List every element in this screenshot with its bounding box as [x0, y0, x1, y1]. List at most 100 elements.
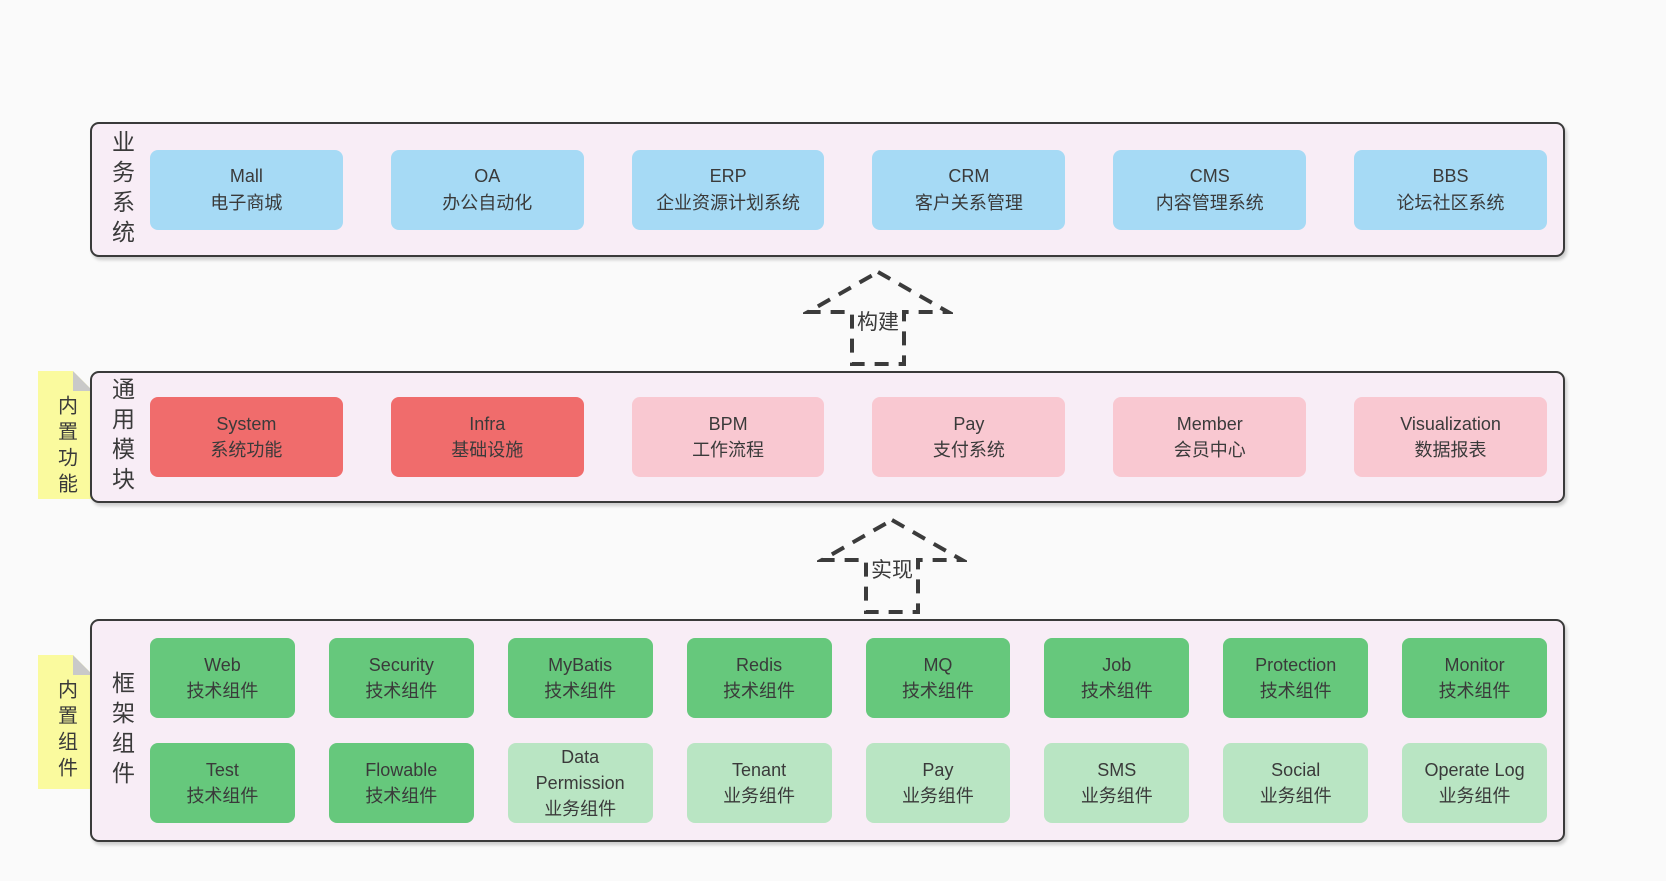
box-title: SMS: [1097, 759, 1137, 780]
section-common-modules: 通用模块 System 系统功能 Infra 基础设施 BPM 工作流程 Pay…: [90, 371, 1565, 503]
box-mybatis: MyBatis 技术组件: [507, 638, 653, 718]
box-security: Security 技术组件: [328, 638, 474, 718]
box-operate-log: Operate Log 业务组件: [1402, 743, 1547, 823]
arrow-label: 构建: [857, 311, 899, 334]
arrow-up-dashed-icon: 构建: [803, 269, 953, 366]
box-subtitle: 办公自动化: [442, 192, 533, 213]
box-subtitle: 业务组件: [1080, 786, 1153, 806]
section-title: 框架组件: [108, 670, 135, 791]
box-infra: Infra 基础设施: [390, 397, 584, 477]
box-title: Protection: [1255, 654, 1337, 675]
box-title: Redis: [736, 654, 783, 675]
box-title: Pay: [953, 413, 985, 434]
box-bpm: BPM 工作流程: [631, 397, 825, 477]
box-title: CRM: [948, 166, 990, 187]
section-business-systems: 业务系统 Mall 电子商城 OA 办公自动化 ERP 企业资源计划系统 CRM…: [90, 122, 1565, 257]
box-web: Web 技术组件: [150, 638, 295, 718]
box-subtitle: 技术组件: [544, 681, 617, 701]
box-subtitle: 客户关系管理: [914, 192, 1023, 213]
box-title: Member: [1176, 413, 1243, 434]
box-data-permission: Data Permission 业务组件: [507, 743, 653, 823]
section-framework-components: 框架组件 Web 技术组件 Security 技术组件 MyBatis 技术组件…: [90, 619, 1565, 842]
box-erp: ERP 企业资源计划系统: [631, 149, 825, 230]
box-oa: OA 办公自动化: [390, 149, 584, 230]
box-row: Test 技术组件 Flowable 技术组件 Data Permission …: [150, 743, 1547, 823]
box-subtitle: 内容管理系统: [1155, 192, 1264, 213]
box-crm: CRM 客户关系管理: [872, 149, 1066, 230]
section-content: Mall 电子商城 OA 办公自动化 ERP 企业资源计划系统 CRM 客户关系…: [150, 124, 1563, 255]
box-title: Operate Log: [1424, 759, 1525, 780]
box-subtitle: 业务组件: [901, 786, 974, 806]
box-pay: Pay 支付系统: [872, 397, 1066, 477]
box-system: System 系统功能: [150, 397, 343, 477]
arrow-up-dashed-icon: 实现: [817, 517, 967, 614]
box-row: System 系统功能 Infra 基础设施 BPM 工作流程 Pay 支付系统…: [150, 397, 1547, 477]
box-subtitle: 技术组件: [186, 786, 259, 806]
section-content: Web 技术组件 Security 技术组件 MyBatis 技术组件 Redi…: [150, 621, 1563, 840]
sticky-text: 内置功能: [54, 395, 77, 499]
box-subtitle: 系统功能: [210, 440, 283, 460]
box-title: MyBatis: [548, 654, 613, 675]
box-row: Web 技术组件 Security 技术组件 MyBatis 技术组件 Redi…: [150, 638, 1547, 718]
box-mall: Mall 电子商城: [150, 149, 343, 230]
box-row: Mall 电子商城 OA 办公自动化 ERP 企业资源计划系统 CRM 客户关系…: [150, 149, 1547, 230]
box-social: Social 业务组件: [1223, 743, 1369, 823]
box-title: Test: [205, 759, 239, 780]
box-subtitle: 会员中心: [1173, 440, 1246, 460]
box-mq: MQ 技术组件: [865, 638, 1011, 718]
box-title: Data Permission: [535, 746, 625, 793]
box-title: Infra: [469, 413, 506, 434]
box-monitor: Monitor 技术组件: [1402, 638, 1547, 718]
section-label-business: 业务系统: [92, 124, 150, 255]
box-subtitle: 电子商城: [210, 192, 283, 213]
box-sms: SMS 业务组件: [1044, 743, 1190, 823]
box-title: Flowable: [365, 759, 438, 780]
box-test: Test 技术组件: [150, 743, 295, 823]
section-label-modules: 通用模块: [92, 373, 150, 501]
box-visualization: Visualization 数据报表: [1354, 397, 1547, 477]
box-bbs: BBS 论坛社区系统: [1354, 149, 1547, 230]
box-redis: Redis 技术组件: [686, 638, 832, 718]
box-subtitle: 基础设施: [451, 440, 524, 460]
box-tenant: Tenant 业务组件: [686, 743, 832, 823]
box-subtitle: 技术组件: [1438, 681, 1511, 701]
box-subtitle: 技术组件: [1080, 681, 1153, 701]
box-title: Social: [1271, 759, 1321, 780]
box-subtitle: 技术组件: [901, 681, 974, 701]
box-subtitle: 数据报表: [1414, 440, 1487, 460]
box-title: Monitor: [1444, 654, 1505, 675]
box-title: MQ: [923, 654, 953, 675]
section-label-framework: 框架组件: [92, 621, 150, 840]
box-subtitle: 业务组件: [723, 786, 796, 806]
sticky-note-builtin-features: 内置功能: [38, 371, 93, 499]
box-title: System: [216, 413, 277, 434]
box-title: OA: [474, 166, 501, 187]
box-title: BBS: [1432, 166, 1469, 187]
box-title: Job: [1102, 654, 1132, 675]
box-title: Security: [368, 654, 434, 675]
section-content: System 系统功能 Infra 基础设施 BPM 工作流程 Pay 支付系统…: [150, 373, 1563, 501]
box-subtitle: 技术组件: [365, 786, 438, 806]
arrow-implement: 实现: [817, 516, 967, 616]
box-subtitle: 企业资源计划系统: [656, 192, 801, 213]
box-protection: Protection 技术组件: [1223, 638, 1369, 718]
box-subtitle: 业务组件: [544, 799, 617, 820]
box-job: Job 技术组件: [1044, 638, 1190, 718]
box-subtitle: 技术组件: [723, 681, 796, 701]
box-title: CMS: [1189, 166, 1230, 187]
section-title: 通用模块: [108, 377, 135, 497]
arrow-build: 构建: [803, 268, 953, 368]
box-title: Visualization: [1400, 413, 1501, 434]
box-subtitle: 论坛社区系统: [1396, 192, 1505, 213]
box-title: BPM: [708, 413, 748, 434]
box-cms: CMS 内容管理系统: [1113, 149, 1307, 230]
box-subtitle: 技术组件: [186, 681, 259, 701]
box-subtitle: 支付系统: [932, 440, 1005, 460]
box-title: ERP: [709, 166, 747, 187]
box-title: Mall: [229, 166, 263, 187]
box-subtitle: 技术组件: [1259, 681, 1332, 701]
box-subtitle: 工作流程: [692, 440, 765, 460]
box-subtitle: 业务组件: [1259, 786, 1332, 806]
box-title: Tenant: [732, 759, 787, 780]
box-flowable: Flowable 技术组件: [328, 743, 474, 823]
